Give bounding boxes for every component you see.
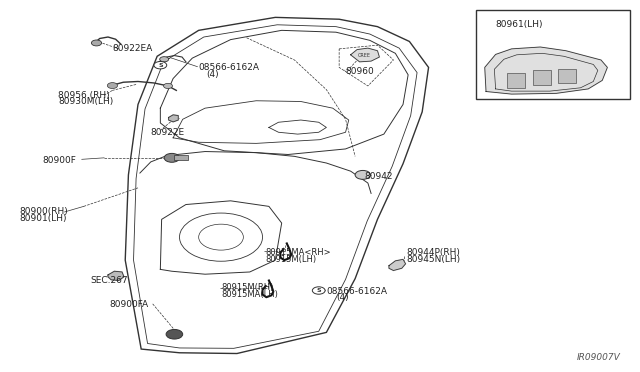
Circle shape (154, 61, 167, 69)
Circle shape (160, 57, 169, 62)
Circle shape (164, 153, 179, 162)
Text: 80915M(LH): 80915M(LH) (266, 254, 317, 263)
Circle shape (312, 287, 325, 294)
Circle shape (92, 40, 102, 46)
Text: 80922EA: 80922EA (113, 44, 153, 53)
Polygon shape (351, 48, 380, 62)
Text: 80960: 80960 (346, 67, 374, 76)
Text: 08566-6162A: 08566-6162A (198, 63, 260, 72)
Text: 80922E: 80922E (151, 128, 185, 137)
Bar (174, 155, 188, 160)
Text: 80915MA(LH): 80915MA(LH) (221, 290, 278, 299)
Circle shape (355, 170, 371, 179)
Bar (507, 73, 525, 88)
Text: 80900FA: 80900FA (109, 300, 148, 309)
Text: 80900F: 80900F (42, 155, 76, 164)
Text: CREE: CREE (358, 53, 371, 58)
Circle shape (164, 83, 173, 89)
Bar (476, 10, 630, 99)
Text: 80915MA<RH>: 80915MA<RH> (266, 248, 332, 257)
Circle shape (166, 330, 182, 339)
Text: S: S (158, 62, 163, 68)
Bar (558, 68, 576, 83)
Bar (532, 70, 550, 85)
Text: 80945N(LH): 80945N(LH) (406, 254, 460, 263)
Text: 80915M(RH): 80915M(RH) (221, 283, 273, 292)
Text: 80956 (RH): 80956 (RH) (58, 91, 110, 100)
Text: 80942: 80942 (365, 172, 393, 181)
Text: 80961(LH): 80961(LH) (495, 20, 543, 29)
Polygon shape (389, 259, 406, 270)
Text: 80944P(RH): 80944P(RH) (406, 248, 460, 257)
Text: SEC.267: SEC.267 (90, 276, 128, 285)
Text: 80930M(LH): 80930M(LH) (58, 97, 113, 106)
Text: S: S (316, 288, 321, 293)
Text: 08566-6162A: 08566-6162A (326, 287, 387, 296)
Polygon shape (169, 115, 178, 122)
Text: (4): (4) (206, 70, 219, 79)
Text: (4): (4) (336, 294, 349, 302)
Text: 80901(LH): 80901(LH) (20, 214, 67, 223)
Circle shape (108, 83, 118, 89)
Polygon shape (484, 47, 607, 94)
Text: 80900(RH): 80900(RH) (20, 208, 68, 217)
Text: IR09007V: IR09007V (577, 353, 620, 362)
Polygon shape (108, 271, 124, 280)
